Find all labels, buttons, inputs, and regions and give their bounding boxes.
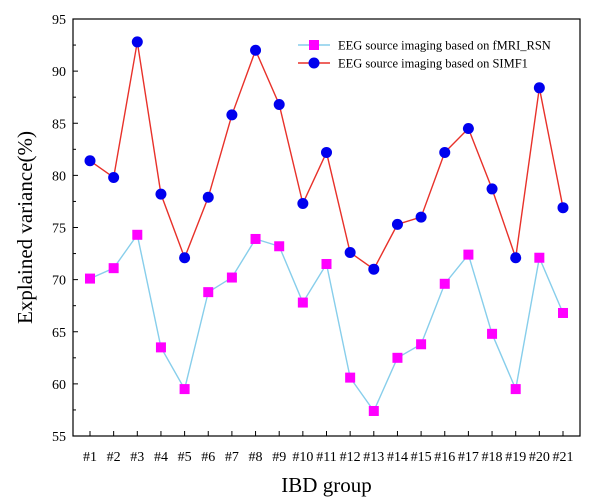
data-point-circle xyxy=(510,252,522,264)
x-tick-label: #8 xyxy=(249,450,263,465)
data-point-square xyxy=(487,328,498,339)
x-tick-label: #10 xyxy=(292,450,313,465)
axis-ticks xyxy=(73,18,564,437)
data-point-square xyxy=(179,384,190,395)
plot-frame xyxy=(72,18,581,437)
data-point-circle xyxy=(297,198,309,210)
data-point-square xyxy=(226,272,237,283)
y-axis-title: Explained variance(%) xyxy=(13,131,37,324)
data-point-circle xyxy=(84,155,96,167)
data-point-circle xyxy=(368,263,380,275)
data-point-square xyxy=(321,258,332,269)
x-tick-label: #18 xyxy=(482,450,503,465)
data-point-circle xyxy=(557,202,569,214)
data-point-circle xyxy=(179,252,191,264)
x-tick-label: #15 xyxy=(411,450,432,465)
y-tick-label: 85 xyxy=(52,117,66,132)
data-point-square xyxy=(250,233,261,244)
data-point-square xyxy=(558,307,568,318)
y-tick-label: 60 xyxy=(52,378,66,393)
x-tick-label: #5 xyxy=(178,450,192,465)
data-point-square xyxy=(297,297,308,308)
data-point-circle xyxy=(131,36,143,48)
x-axis-title: IBD group xyxy=(281,473,371,497)
x-tick-label: #20 xyxy=(529,450,550,465)
x-tick-label: #17 xyxy=(458,450,479,465)
legend-marker-square xyxy=(309,40,319,50)
legend-item: EEG source imaging based on fMRI_RSN xyxy=(298,39,551,53)
data-point-square xyxy=(274,241,285,252)
x-tick-label: #2 xyxy=(107,450,121,465)
data-point-square xyxy=(392,352,403,363)
x-tick-label: #1 xyxy=(83,450,97,465)
legend-label: EEG source imaging based on fMRI_RSN xyxy=(338,39,551,53)
x-tick-label: #7 xyxy=(225,450,239,465)
x-tick-label: #3 xyxy=(130,450,144,465)
x-tick-label: #13 xyxy=(363,450,384,465)
data-point-square xyxy=(439,278,450,289)
data-point-circle xyxy=(439,146,451,158)
data-point-square xyxy=(85,273,95,284)
x-tick-label: #11 xyxy=(316,450,336,465)
y-tick-label: 95 xyxy=(52,13,66,28)
data-point-square xyxy=(132,229,143,240)
data-point-circle xyxy=(486,183,498,195)
data-point-circle xyxy=(462,122,474,134)
data-point-circle xyxy=(321,146,332,158)
legend-label: EEG source imaging based on SIMF1 xyxy=(338,57,528,71)
x-tick-label: #6 xyxy=(201,450,215,465)
y-tick-label: 65 xyxy=(52,326,66,341)
data-point-circle xyxy=(273,98,285,110)
data-point-circle xyxy=(533,82,545,94)
data-point-circle xyxy=(155,188,167,200)
data-point-circle xyxy=(250,44,262,56)
x-tick-label: #9 xyxy=(272,450,286,465)
x-tick-label: #19 xyxy=(505,450,526,465)
y-tick-label: 70 xyxy=(52,274,66,289)
legend-marker-circle xyxy=(308,57,320,69)
data-point-square xyxy=(534,252,545,263)
data-point-square xyxy=(345,372,356,383)
x-tick-label: #21 xyxy=(553,450,574,465)
data-point-square xyxy=(510,384,521,395)
data-point-square xyxy=(203,287,214,298)
y-tick-label: 55 xyxy=(52,430,66,445)
series-layer xyxy=(84,36,569,416)
series-2 xyxy=(84,36,569,275)
data-point-circle xyxy=(391,218,403,230)
y-tick-label: 80 xyxy=(52,169,66,184)
data-point-circle xyxy=(226,109,238,121)
legend-item: EEG source imaging based on SIMF1 xyxy=(298,57,528,71)
y-tick-label: 90 xyxy=(52,65,66,80)
x-tick-label: #14 xyxy=(387,450,408,465)
x-tick-label: #12 xyxy=(340,450,361,465)
data-point-circle xyxy=(108,171,120,183)
series-1 xyxy=(85,229,568,416)
data-point-square xyxy=(108,263,119,274)
data-point-circle xyxy=(344,247,356,259)
data-point-square xyxy=(368,405,379,416)
x-tick-label: #16 xyxy=(434,450,455,465)
y-tick-label: 75 xyxy=(52,222,66,237)
data-point-circle xyxy=(415,211,427,223)
data-point-circle xyxy=(202,191,214,203)
x-tick-label: #4 xyxy=(154,450,168,465)
data-point-square xyxy=(463,249,474,260)
data-point-square xyxy=(416,339,427,350)
data-point-square xyxy=(155,342,166,353)
legend: EEG source imaging based on fMRI_RSN EEG … xyxy=(298,39,551,71)
